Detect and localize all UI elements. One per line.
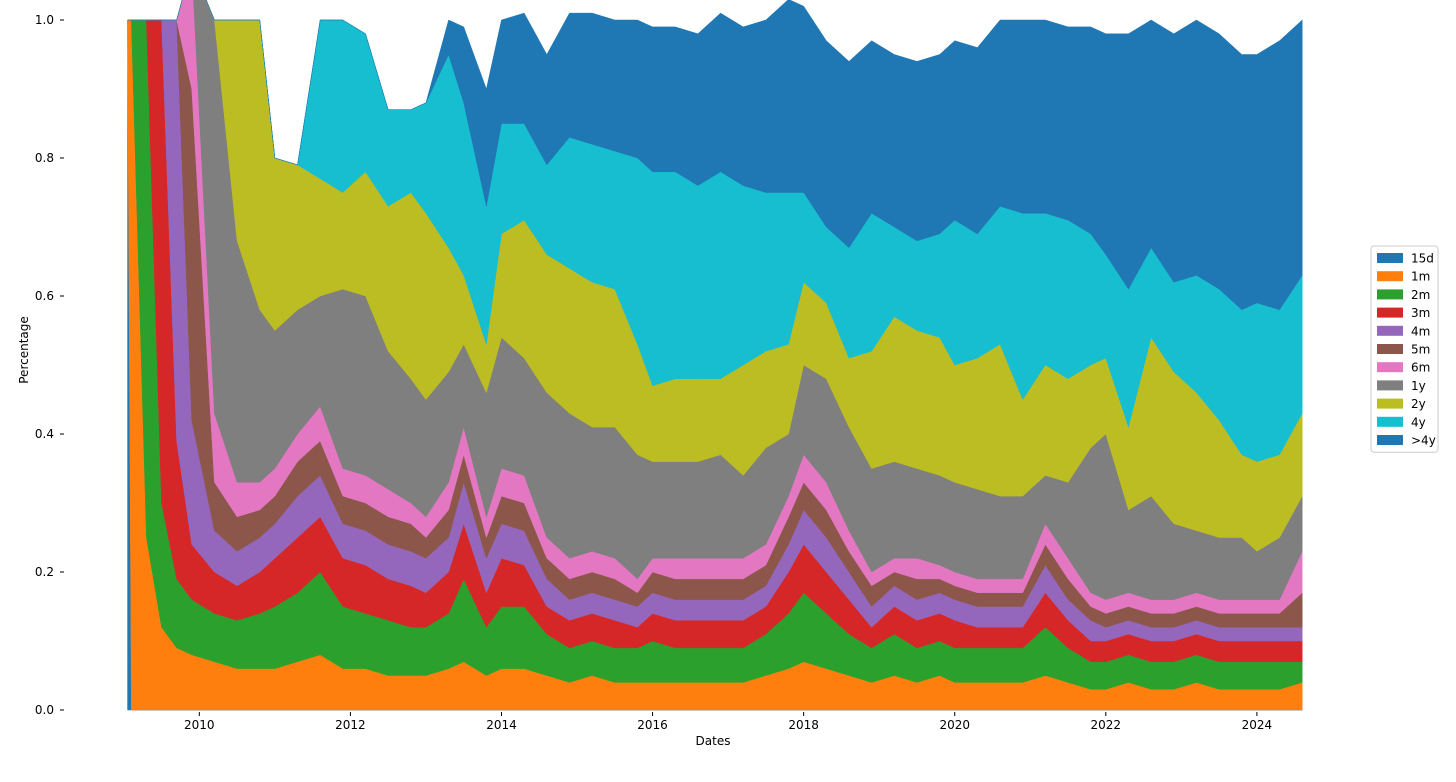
legend-label: 15d — [1411, 252, 1434, 266]
legend-swatch — [1377, 307, 1403, 318]
x-axis: 2010 2012 2014 2016 2018 2020 2022 2024 — [184, 712, 1272, 732]
x-tick-label: 2012 — [335, 718, 366, 732]
legend: 15d 1m 2m 3m 4m 5m 6m 1y 2y 4y >4y — [1370, 245, 1439, 453]
y-tick-label: 0.4 — [35, 427, 54, 441]
legend-label: 2m — [1411, 288, 1430, 302]
legend-swatch — [1377, 380, 1403, 391]
legend-label: 4y — [1411, 415, 1426, 429]
x-tick-label: 2022 — [1091, 718, 1122, 732]
legend-swatch — [1377, 416, 1403, 427]
y-axis: 0.0 0.2 0.4 0.6 0.8 1.0 — [35, 13, 64, 717]
x-tick-label: 2016 — [637, 718, 668, 732]
legend-swatch — [1377, 325, 1403, 336]
area-series-4y-10 — [127, 0, 1303, 311]
legend-label: 3m — [1411, 306, 1430, 320]
legend-label: 6m — [1411, 361, 1430, 375]
legend-swatch — [1377, 362, 1403, 373]
y-tick-label: 1.0 — [35, 13, 54, 27]
y-axis-title: Percentage — [17, 316, 31, 384]
y-tick-label: 0.8 — [35, 151, 54, 165]
y-tick-label: 0.0 — [35, 703, 54, 717]
stacked-areas — [127, 0, 1303, 711]
x-tick-label: 2010 — [184, 718, 215, 732]
x-tick-label: 2014 — [486, 718, 517, 732]
x-tick-label: 2020 — [939, 718, 970, 732]
legend-swatch — [1377, 271, 1403, 282]
legend-swatch — [1377, 435, 1403, 445]
legend-label: >4y — [1411, 434, 1436, 448]
y-tick-label: 0.2 — [35, 565, 54, 579]
legend-swatch — [1377, 289, 1403, 300]
y-tick-label: 0.6 — [35, 289, 54, 303]
legend-label: 1m — [1411, 270, 1430, 284]
legend-swatch — [1377, 398, 1403, 409]
legend-swatch — [1377, 344, 1403, 354]
legend-label: 2y — [1411, 397, 1426, 411]
x-tick-label: 2024 — [1242, 718, 1273, 732]
legend-label: 5m — [1411, 343, 1430, 357]
legend-label: 4m — [1411, 324, 1430, 338]
legend-label: 1y — [1411, 379, 1426, 393]
x-axis-title: Dates — [696, 734, 731, 748]
legend-swatch — [1377, 253, 1403, 263]
x-tick-label: 2018 — [788, 718, 819, 732]
